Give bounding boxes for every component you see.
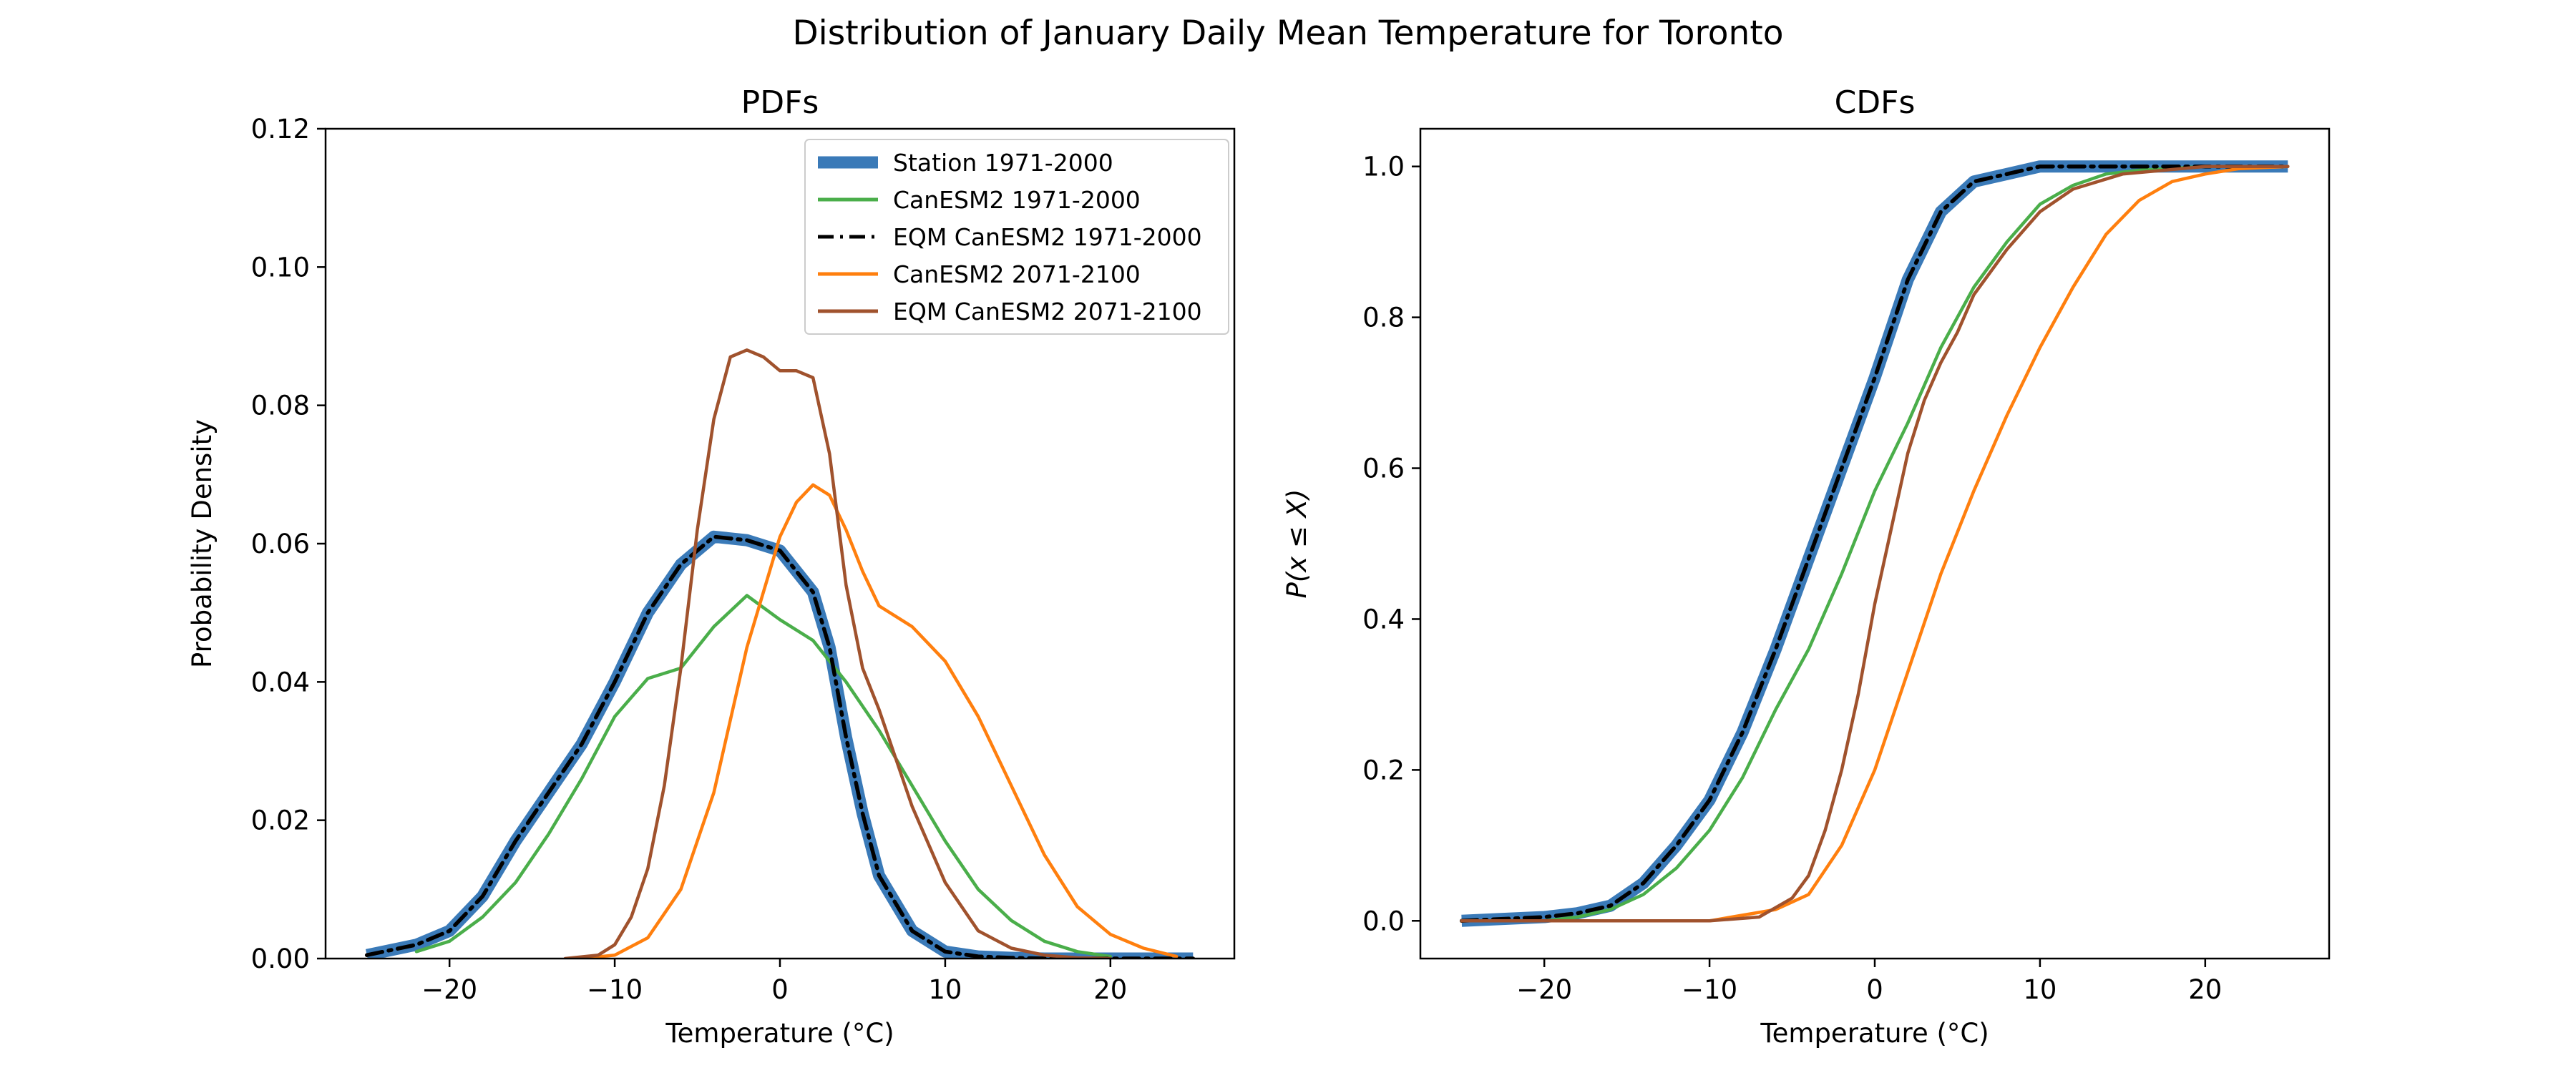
x-tick-label: 10	[928, 974, 962, 1005]
x-tick-label: 10	[2023, 974, 2057, 1005]
y-tick-label: 0.06	[251, 529, 310, 559]
x-tick-label: −20	[1516, 974, 1572, 1005]
x-tick-label: 0	[771, 974, 789, 1005]
y-tick-label: 0.10	[251, 252, 310, 283]
legend: Station 1971-2000 CanESM2 1971-2000 EQM Ca…	[804, 139, 1229, 335]
y-axis-label: P(x ≤ X)	[1282, 489, 1312, 599]
legend-label-canesm2_hist: CanESM2 1971-2000	[893, 186, 1141, 214]
y-tick-label: 1.0	[1362, 152, 1405, 182]
y-tick-label: 0.02	[251, 805, 310, 836]
x-tick-label: 20	[1093, 974, 1127, 1005]
x-axis-label: Temperature (°C)	[665, 1018, 894, 1049]
y-tick-label: 0.4	[1362, 604, 1405, 635]
axes-title: CDFs	[1835, 84, 1916, 121]
series-line-eqm_hist	[1459, 164, 2290, 923]
legend-label-station: Station 1971-2000	[893, 149, 1113, 177]
axes-pdfs: −20 −10 0 10 20 0.00 0.02 0.04 0.06 0.08 0.10 0.12 P…	[187, 84, 1236, 1049]
x-tick-label: 0	[1866, 974, 1883, 1005]
y-tick-label: 0.0	[1362, 906, 1405, 936]
x-tick-label: −10	[1682, 974, 1737, 1005]
series-group	[1459, 160, 2290, 927]
y-axis-label: Probability Density	[187, 419, 218, 668]
y-tick-label: 0.6	[1362, 454, 1405, 484]
legend-label-eqm_hist: EQM CanESM2 1971-2000	[893, 223, 1202, 251]
legend-label-eqm_fut: EQM CanESM2 2071-2100	[893, 298, 1202, 325]
y-tick-label: 0.12	[251, 114, 310, 144]
x-tick-label: −20	[421, 974, 477, 1005]
x-tick-label: −10	[587, 974, 643, 1005]
axes-title: PDFs	[741, 84, 819, 121]
plot-root: −20 −10 0 10 200.000.020.040.060.080.100.12P…	[187, 84, 2331, 1049]
series-line-canesm2_fut	[580, 483, 1179, 959]
series-line-canesm2_fut	[1460, 165, 2290, 923]
series-line-eqm_fut	[563, 348, 1113, 959]
axes-cdfs: −20 −10 0 10 20 0.0 0.2 0.4 0.6 0.8 1.0 CDFs Tempera…	[1282, 84, 2331, 1049]
y-tick-label: 0.04	[251, 667, 310, 697]
series-line-eqm_fut	[1460, 165, 2290, 923]
y-tick-label: 0.2	[1362, 755, 1405, 785]
figure-title: Distribution of January Daily Mean Tempe…	[792, 14, 1783, 53]
y-tick-label: 0.08	[251, 391, 310, 421]
y-tick-label: 0.8	[1362, 303, 1405, 333]
series-line-canesm2_hist	[414, 594, 1113, 959]
x-tick-label: 20	[2188, 974, 2222, 1005]
legend-label-canesm2_fut: CanESM2 2071-2100	[893, 260, 1141, 288]
y-tick-label: 0.00	[251, 944, 310, 974]
x-axis-label: Temperature (°C)	[1760, 1018, 1989, 1049]
legend-frame	[804, 139, 1229, 335]
series-line-canesm2_hist	[1542, 165, 2290, 923]
